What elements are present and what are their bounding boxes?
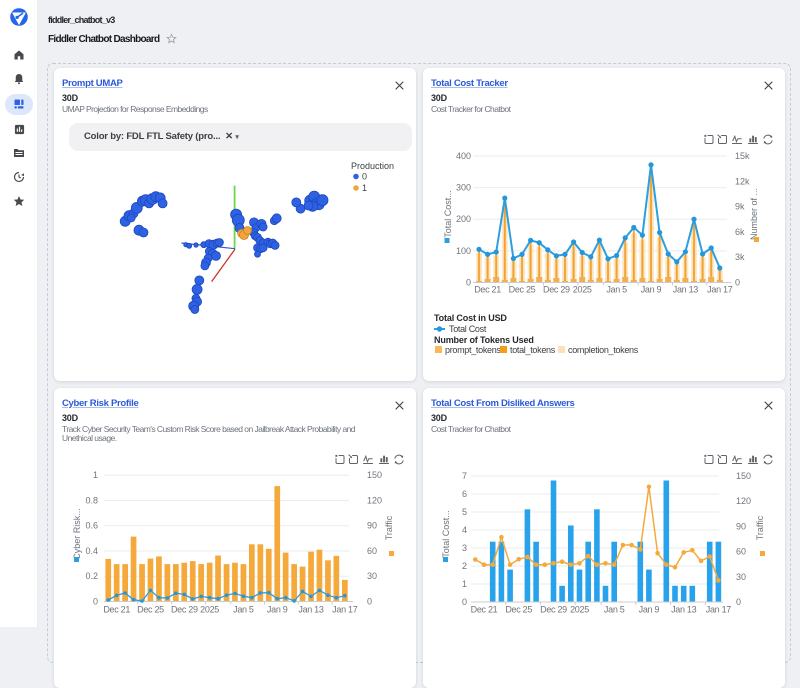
svg-text:Jan 17: Jan 17 [707, 285, 733, 295]
svg-text:Jan 5: Jan 5 [606, 285, 627, 295]
svg-text:5: 5 [462, 507, 467, 517]
svg-text:Dec 21: Dec 21 [471, 605, 498, 615]
svg-text:Number of ...: Number of ... [749, 188, 759, 240]
svg-text:Dec 29: Dec 29 [540, 605, 567, 615]
svg-text:0.8: 0.8 [85, 496, 98, 506]
svg-text:2025: 2025 [573, 285, 592, 295]
svg-text:0: 0 [736, 597, 741, 607]
svg-text:100: 100 [456, 246, 471, 256]
svg-text:60: 60 [736, 547, 746, 557]
svg-text:Dec 29: Dec 29 [543, 285, 570, 295]
svg-text:60: 60 [367, 546, 377, 556]
svg-text:0.4: 0.4 [85, 546, 98, 556]
svg-text:0.6: 0.6 [85, 521, 98, 531]
svg-text:2025: 2025 [570, 605, 589, 615]
svg-text:0: 0 [735, 278, 740, 288]
svg-text:0: 0 [93, 597, 98, 607]
svg-text:Jan 13: Jan 13 [298, 605, 324, 615]
svg-text:Jan 17: Jan 17 [332, 605, 358, 615]
svg-text:4: 4 [462, 525, 467, 535]
svg-text:Jan 13: Jan 13 [673, 285, 699, 295]
svg-text:120: 120 [367, 496, 382, 506]
svg-text:1: 1 [362, 183, 367, 193]
svg-text:150: 150 [736, 471, 751, 481]
svg-text:6: 6 [462, 489, 467, 499]
svg-text:Cyber Risk...: Cyber Risk... [72, 508, 82, 560]
svg-text:90: 90 [736, 521, 746, 531]
svg-text:12k: 12k [735, 176, 750, 186]
svg-text:120: 120 [736, 496, 751, 506]
svg-text:Jan 17: Jan 17 [706, 605, 732, 615]
svg-text:Jan 9: Jan 9 [639, 605, 660, 615]
svg-text:90: 90 [367, 521, 377, 531]
svg-text:7: 7 [462, 471, 467, 481]
svg-text:Dec 21: Dec 21 [474, 285, 501, 295]
svg-text:0: 0 [362, 172, 367, 182]
svg-text:6k: 6k [735, 227, 745, 237]
svg-text:3k: 3k [735, 252, 745, 262]
svg-text:2025: 2025 [200, 605, 219, 615]
svg-text:400: 400 [456, 151, 471, 161]
svg-text:200: 200 [456, 214, 471, 224]
svg-text:Dec 29: Dec 29 [171, 605, 198, 615]
svg-text:1: 1 [462, 579, 467, 589]
svg-text:15k: 15k [735, 151, 750, 161]
svg-text:3: 3 [462, 543, 467, 553]
svg-text:9k: 9k [735, 202, 745, 212]
svg-text:Jan 13: Jan 13 [671, 605, 697, 615]
svg-text:1: 1 [93, 470, 98, 480]
svg-text:Traffic: Traffic [755, 515, 765, 540]
svg-text:Traffic: Traffic [384, 515, 394, 540]
svg-text:Dec 21: Dec 21 [103, 605, 130, 615]
svg-text:30: 30 [367, 571, 377, 581]
svg-text:Total Cost...: Total Cost... [441, 510, 451, 558]
svg-text:Jan 5: Jan 5 [233, 605, 254, 615]
svg-text:0: 0 [462, 597, 467, 607]
svg-text:Production: Production [351, 161, 394, 171]
svg-text:0: 0 [367, 597, 372, 607]
svg-text:0.2: 0.2 [85, 571, 98, 581]
svg-text:Jan 9: Jan 9 [641, 285, 662, 295]
svg-text:Jan 5: Jan 5 [604, 605, 625, 615]
svg-text:Dec 25: Dec 25 [505, 605, 532, 615]
svg-text:Total Cost...: Total Cost... [443, 190, 453, 238]
svg-text:300: 300 [456, 183, 471, 193]
svg-text:30: 30 [736, 572, 746, 582]
svg-text:2: 2 [462, 561, 467, 571]
svg-text:0: 0 [466, 278, 471, 288]
svg-text:Dec 25: Dec 25 [137, 605, 164, 615]
svg-text:150: 150 [367, 470, 382, 480]
svg-text:Dec 25: Dec 25 [509, 285, 536, 295]
svg-text:Jan 9: Jan 9 [267, 605, 288, 615]
